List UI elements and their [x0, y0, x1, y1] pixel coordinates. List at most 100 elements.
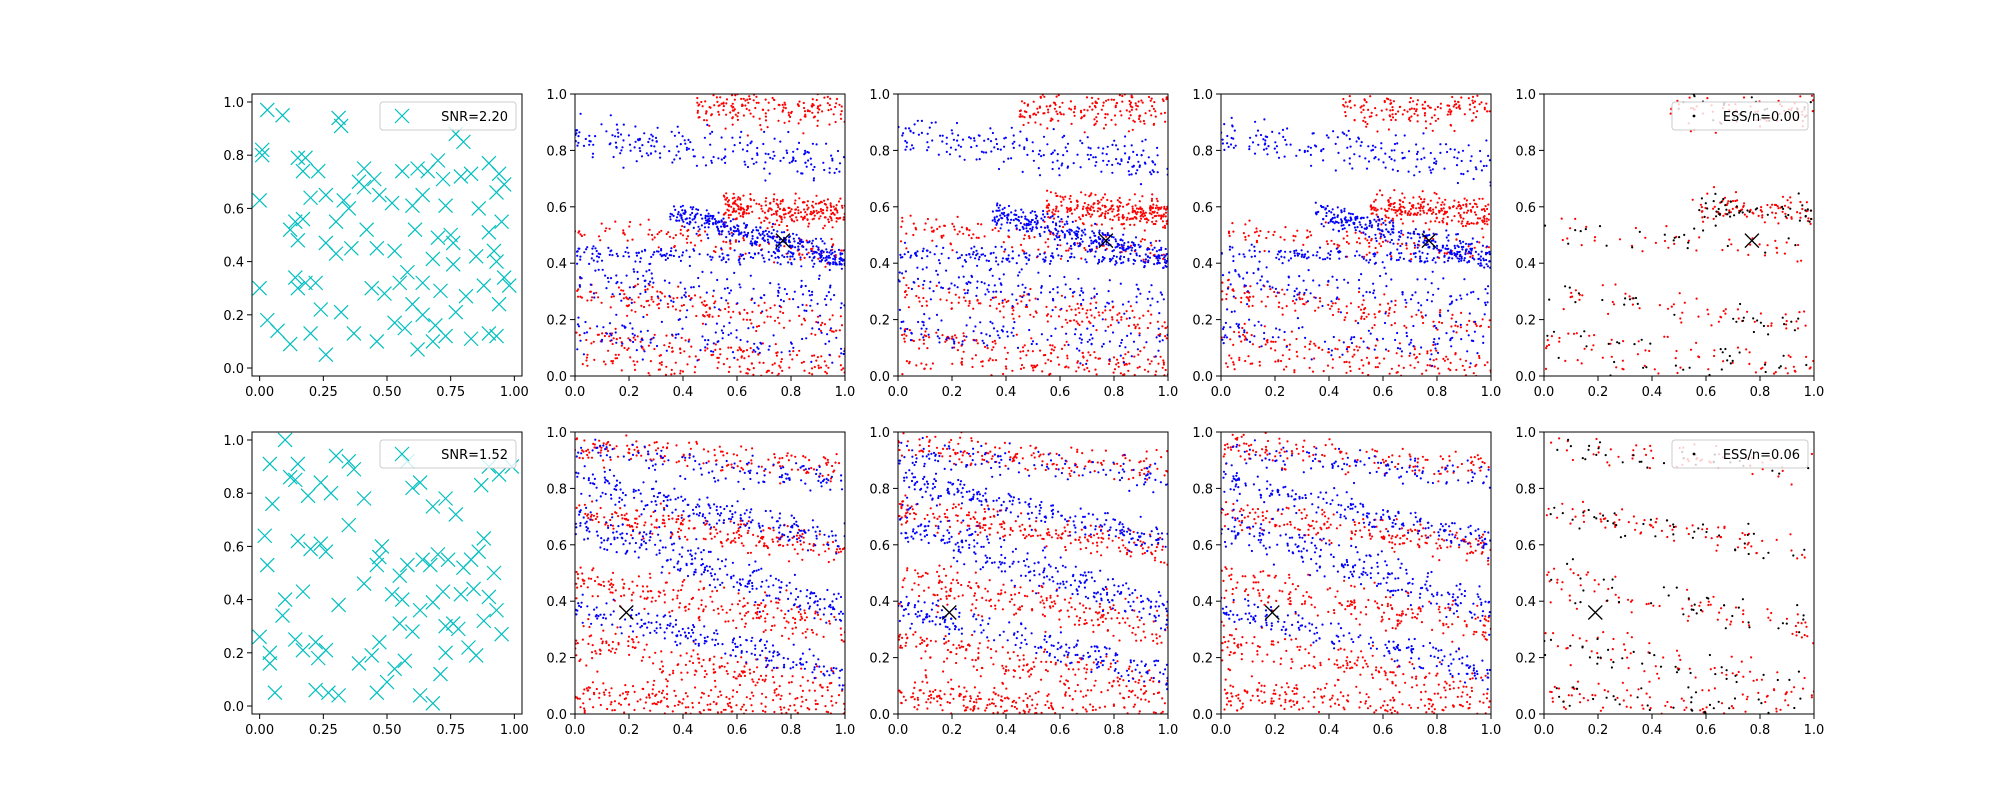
data-point — [730, 346, 733, 349]
data-point — [603, 334, 607, 338]
data-point — [912, 147, 915, 150]
data-point — [1385, 97, 1389, 100]
data-point — [899, 327, 902, 330]
data-point — [1156, 200, 1159, 203]
data-point — [941, 334, 944, 337]
data-point — [1006, 335, 1009, 338]
data-point — [1131, 211, 1134, 214]
data-point — [831, 159, 834, 162]
data-point — [1041, 370, 1044, 373]
data-point — [1326, 283, 1329, 287]
data-point — [1450, 251, 1453, 254]
data-point — [683, 294, 686, 297]
data-point — [936, 335, 939, 338]
data-point — [1423, 114, 1426, 117]
data-point — [742, 234, 745, 238]
data-point — [653, 333, 656, 336]
data-point — [1333, 216, 1336, 219]
data-point — [1091, 102, 1094, 105]
data-point — [1436, 367, 1440, 370]
data-point — [629, 149, 632, 152]
data-point — [1255, 230, 1258, 233]
data-point — [803, 106, 806, 110]
data-point — [784, 107, 787, 110]
data-point — [682, 303, 686, 307]
data-point — [1247, 305, 1250, 308]
data-point — [815, 320, 818, 324]
data-point — [627, 134, 631, 137]
data-point — [787, 130, 790, 134]
data-point — [684, 339, 687, 342]
data-point — [1048, 105, 1051, 108]
data-point — [1471, 206, 1474, 209]
data-point — [709, 132, 712, 135]
data-point — [1122, 261, 1125, 264]
data-point — [713, 104, 716, 107]
data-point — [1455, 255, 1458, 258]
data-point — [727, 306, 730, 309]
data-point — [814, 202, 818, 205]
data-point — [763, 130, 766, 133]
data-point — [1294, 309, 1297, 312]
data-point — [1449, 361, 1452, 364]
data-point — [760, 248, 763, 252]
data-point — [1384, 223, 1387, 226]
data-point — [824, 256, 828, 259]
data-point — [667, 306, 670, 309]
data-point — [1161, 220, 1164, 223]
data-point — [1151, 193, 1154, 196]
data-point — [1445, 236, 1448, 239]
data-point — [1442, 217, 1445, 220]
data-point — [820, 201, 823, 204]
data-point — [1473, 258, 1476, 261]
design-point-marker — [359, 222, 375, 238]
data-point — [1344, 316, 1347, 319]
data-point — [1263, 325, 1266, 328]
data-point — [804, 161, 807, 164]
data-point — [838, 260, 841, 263]
data-point — [729, 111, 732, 114]
data-point — [704, 164, 708, 167]
data-point — [1061, 220, 1064, 223]
data-point — [1418, 250, 1421, 253]
data-point — [795, 354, 799, 357]
data-point — [1081, 142, 1084, 145]
data-point — [683, 139, 686, 142]
data-point — [1088, 338, 1091, 341]
data-point — [1409, 212, 1412, 215]
data-point — [760, 221, 763, 224]
data-point — [971, 357, 974, 360]
data-point — [1438, 372, 1441, 375]
data-point — [1119, 354, 1122, 357]
data-point — [764, 112, 767, 115]
data-point — [681, 327, 684, 330]
data-point — [779, 244, 782, 247]
data-point — [1129, 252, 1132, 255]
x-tick-label: 0.4 — [673, 385, 694, 400]
data-point — [576, 348, 579, 351]
data-point — [611, 254, 614, 257]
data-point — [1486, 223, 1489, 226]
data-point — [952, 225, 956, 228]
data-point — [1130, 144, 1133, 147]
data-point — [1101, 318, 1104, 321]
data-point — [627, 304, 631, 307]
data-point — [1267, 250, 1271, 253]
data-point — [1426, 252, 1429, 255]
data-point — [1089, 147, 1092, 150]
data-point — [1151, 248, 1154, 251]
data-point — [605, 287, 608, 290]
design-point-marker — [341, 200, 357, 216]
data-point — [1487, 203, 1490, 206]
data-point — [1165, 253, 1168, 256]
data-point — [663, 145, 666, 148]
data-point — [1364, 223, 1367, 226]
data-point — [1089, 215, 1092, 218]
data-point — [750, 240, 753, 243]
data-point — [731, 210, 734, 214]
data-point — [1402, 257, 1405, 260]
data-point — [935, 269, 938, 272]
data-point — [672, 254, 676, 258]
data-point — [692, 286, 695, 289]
data-point — [1396, 371, 1399, 374]
